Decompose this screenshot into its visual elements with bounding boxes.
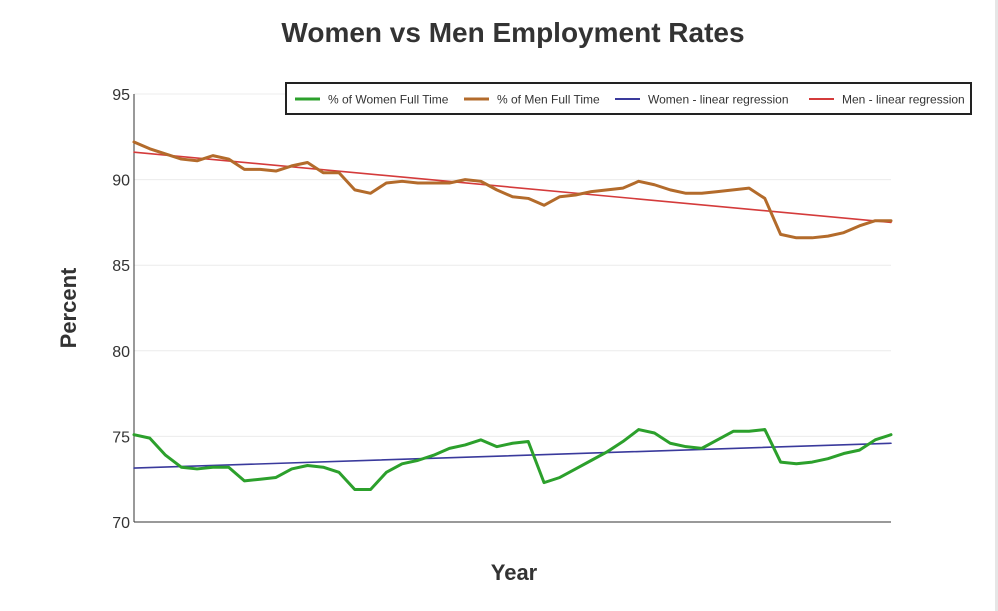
y-axis-title: Percent	[56, 267, 81, 348]
legend-item-women-full-time[interactable]: % of Women Full Time	[295, 93, 449, 107]
y-tick-label: 75	[112, 429, 130, 446]
legend-items: % of Women Full Time % of Men Full Time Wo…	[295, 93, 965, 107]
y-tick-label: 85	[112, 258, 130, 275]
legend-item-women-regression[interactable]: Women - linear regression	[615, 93, 789, 107]
scrollbar-edge	[995, 0, 998, 611]
y-tick-label: 70	[112, 515, 130, 532]
legend-item-men-full-time[interactable]: % of Men Full Time	[464, 93, 600, 107]
men-full-time-line	[132, 140, 893, 240]
legend: % of Women Full Time % of Men Full Time Wo…	[285, 82, 972, 115]
legend-item-men-regression[interactable]: Men - linear regression	[809, 93, 965, 107]
y-tick-label: 90	[112, 173, 130, 190]
women-full-time-line	[132, 428, 893, 491]
y-tick-label: 80	[112, 344, 130, 361]
women-regression-line	[133, 442, 892, 469]
legend-label: Women - linear regression	[648, 93, 789, 107]
legend-label: Men - linear regression	[842, 93, 965, 107]
grid-lines	[134, 93, 891, 437]
y-tick-labels: 70 75 80 85 90 95	[112, 87, 130, 532]
chart-title: Women vs Men Employment Rates	[281, 17, 744, 48]
legend-label: % of Men Full Time	[497, 93, 600, 107]
legend-label: % of Women Full Time	[328, 93, 449, 107]
men-regression-line	[133, 151, 892, 224]
y-tick-label: 95	[112, 87, 130, 104]
x-axis-title: Year	[491, 560, 538, 585]
series-lines	[132, 140, 893, 491]
